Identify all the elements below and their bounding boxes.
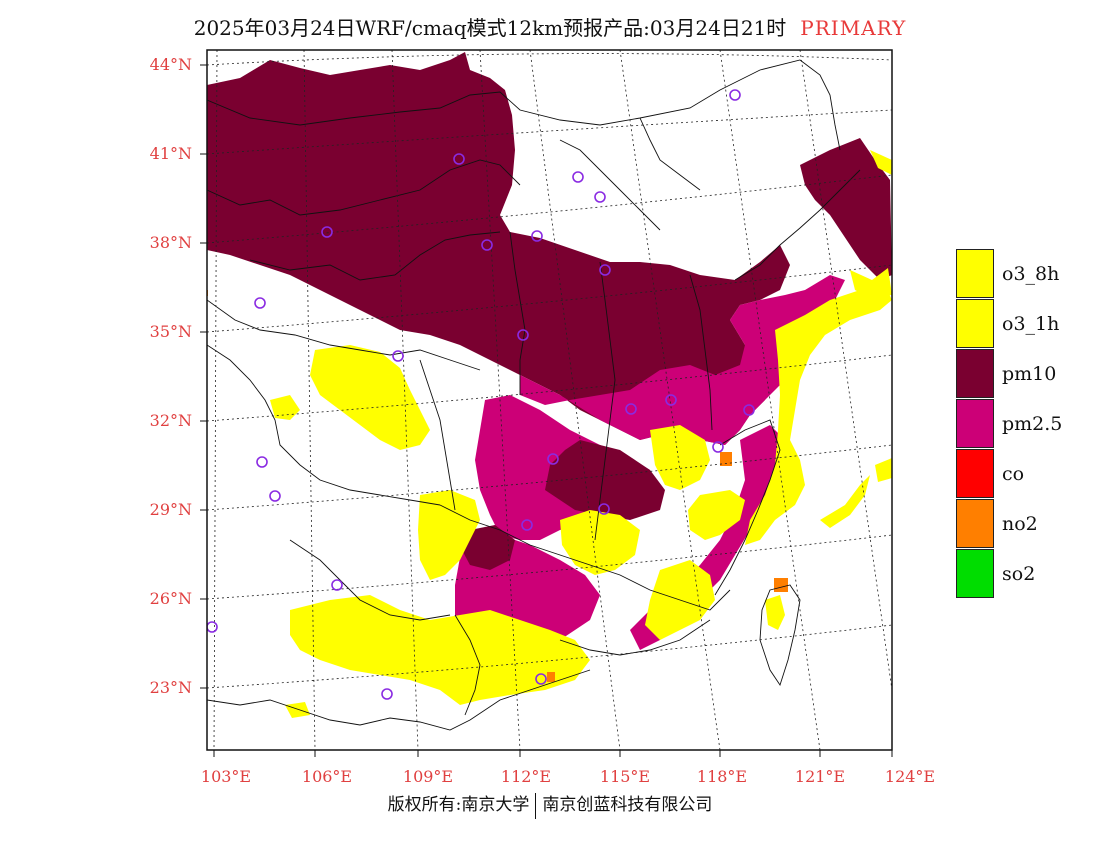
o3-region-jiangxi (560, 510, 640, 575)
footer-divider (535, 792, 537, 819)
station-marker (481, 239, 493, 251)
o3-region-guangxi (290, 595, 590, 705)
station-marker (269, 490, 281, 502)
o3-region-ne (870, 150, 892, 175)
legend-label: no2 (1002, 513, 1038, 535)
pm10-region-north (207, 52, 790, 445)
legend-label: co (1002, 463, 1025, 485)
station-marker (521, 519, 533, 531)
station-marker (256, 456, 268, 468)
station-marker (547, 453, 559, 465)
lat-label: 26°N (149, 589, 192, 608)
station-marker (321, 226, 333, 238)
station-marker (207, 621, 218, 633)
no2-patch-taiwan (774, 578, 788, 592)
legend-label: pm2.5 (1002, 413, 1063, 435)
o3-region-ocean-far (875, 458, 892, 482)
o3-region-anhui (650, 425, 710, 490)
lon-label: 118°E (696, 767, 748, 786)
o3-region-zhejiang (688, 490, 745, 540)
lon-label: 106°E (301, 767, 353, 786)
lon-label: 112°E (500, 767, 552, 786)
station-marker (712, 441, 724, 453)
legend-label: so2 (1002, 563, 1036, 585)
station-marker (599, 264, 611, 276)
primary-tag: PRIMARY (800, 16, 907, 40)
o3-region-sichuan (310, 345, 430, 450)
legend-swatch (956, 499, 994, 548)
station-marker (743, 404, 755, 416)
station-marker (598, 503, 610, 515)
o3-region-taiwan (765, 595, 785, 630)
legend-swatch (956, 549, 994, 598)
station-marker (381, 688, 393, 700)
pm10-region-northeast (800, 138, 892, 280)
legend-label: o3_1h (1002, 313, 1060, 335)
lon-label: 121°E (794, 767, 846, 786)
o3-region-hainan (285, 702, 310, 718)
map-frame (206, 49, 893, 751)
lat-label: 35°N (149, 322, 192, 341)
station-marker (254, 297, 266, 309)
lat-label: 41°N (149, 144, 192, 163)
o3-region-west (270, 395, 300, 420)
lon-label: 115°E (599, 767, 651, 786)
station-marker (531, 230, 543, 242)
lat-label: 44°N (149, 55, 192, 74)
copyright-left: 版权所有:南京大学 (387, 795, 530, 815)
lat-label: 32°N (149, 411, 192, 430)
pm10-region-southwest (462, 525, 515, 570)
station-marker (594, 191, 606, 203)
lat-label: 23°N (149, 678, 192, 697)
legend-swatch (956, 249, 994, 298)
station-marker (625, 403, 637, 415)
legend-label: pm10 (1002, 363, 1057, 385)
legend-swatch (956, 449, 994, 498)
no2-patch-shanghai (720, 452, 732, 466)
title-text: 2025年03月24日WRF/cmaq模式12km预报产品:03月24日21时 (193, 16, 787, 40)
legend-swatch (956, 399, 994, 448)
legend-swatch (956, 299, 994, 348)
pm25-region-band (520, 275, 845, 445)
station-marker (453, 153, 465, 165)
lon-label: 109°E (402, 767, 454, 786)
station-marker (572, 171, 584, 183)
copyright-right: 南京创蓝科技有限公司 (542, 795, 713, 815)
legend-label: o3_8h (1002, 263, 1060, 285)
graticule (207, 50, 892, 750)
station-marker (729, 89, 741, 101)
lat-label: 29°N (149, 500, 192, 519)
station-marker (535, 673, 547, 685)
pollution-regions (207, 50, 892, 750)
station-marker (517, 329, 529, 341)
lon-label: 124°E (884, 767, 936, 786)
station-marker (392, 350, 404, 362)
o3-region-ocean-east (820, 475, 870, 528)
pm10-region-central (545, 440, 665, 520)
station-marker (331, 579, 343, 591)
station-marker (665, 394, 677, 406)
o3-region-hunan (418, 490, 480, 580)
legend-swatch (956, 349, 994, 398)
map-title: 2025年03月24日WRF/cmaq模式12km预报产品:03月24日21时 P… (0, 12, 1100, 41)
o3-region-shandong (850, 268, 892, 298)
no2-patch-guangdong (547, 672, 555, 682)
station-markers (207, 89, 755, 700)
lon-label: 103°E (200, 767, 252, 786)
lat-label: 38°N (149, 233, 192, 252)
axis-ticks (200, 64, 893, 757)
copyright-footer: 版权所有:南京大学 南京创蓝科技有限公司 (0, 790, 1100, 819)
o3-region-eastsea (745, 285, 892, 545)
pm25-region-coast (630, 425, 785, 650)
